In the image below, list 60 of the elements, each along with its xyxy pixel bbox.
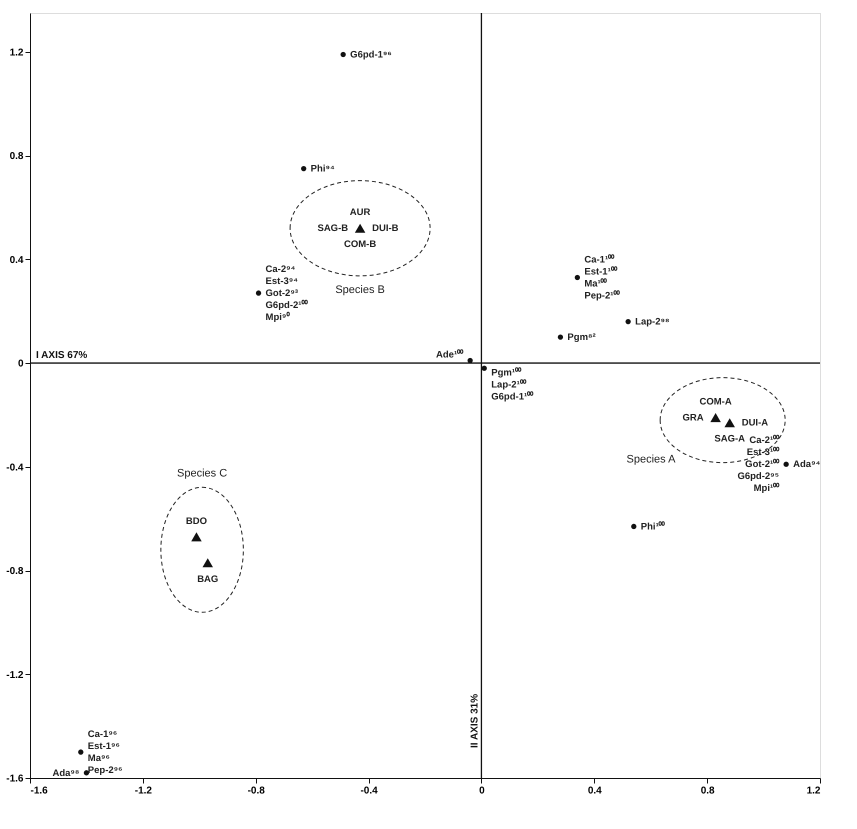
annotation: COM-A xyxy=(700,396,732,408)
annotation: Ca-2⁹⁴ xyxy=(266,264,296,276)
annotation: Lap-2¹⁰⁰ xyxy=(491,378,527,390)
annotation: Got-2⁹³ xyxy=(266,288,298,300)
annotation: BDO xyxy=(186,516,208,527)
y-tick-label: -1.2 xyxy=(6,670,24,681)
annotation: DUI-A xyxy=(742,418,768,429)
annotation: Species B xyxy=(335,284,385,296)
annotation: DUI-B xyxy=(372,223,399,234)
x-tick-label: -0.8 xyxy=(248,786,266,796)
annotation: Ma¹⁰⁰ xyxy=(584,278,608,290)
annotation: G6pd-2⁹⁵ xyxy=(737,471,780,482)
x-tick-label: 1.2 xyxy=(806,786,821,796)
annotation: Pgm⁸² xyxy=(567,332,596,344)
annotation: G6pd-1⁹⁶ xyxy=(350,49,392,60)
annotation: Est-3¹⁰⁰ xyxy=(746,446,780,458)
annotation: Ca-2¹⁰⁰ xyxy=(749,434,780,446)
annotation: G6pd-1¹⁰⁰ xyxy=(491,390,534,402)
annotation: COM-B xyxy=(344,239,376,250)
annotation: Ma⁹⁶ xyxy=(88,753,110,764)
annotation: Ada⁹⁸ xyxy=(52,768,80,779)
annotation: Est-3⁹⁴ xyxy=(266,276,298,288)
annotation: Phi¹⁰⁰ xyxy=(640,520,666,532)
annotation: Pep-2⁹⁶ xyxy=(88,765,123,776)
y-tick-label: -0.4 xyxy=(6,462,24,474)
annotation: Ca-1¹⁰⁰ xyxy=(584,254,616,266)
x-tick-label: 0.8 xyxy=(700,786,716,796)
y-tick-label: 0.4 xyxy=(10,254,24,266)
y-tick-label: -0.8 xyxy=(6,566,24,578)
annotation: Ada⁹⁴ xyxy=(793,459,821,470)
annotation: G6pd-2¹⁰⁰ xyxy=(266,299,308,312)
annotation: Species A xyxy=(626,454,676,466)
y-tick-label: 0 xyxy=(18,358,24,370)
annotation: BAG xyxy=(197,574,218,585)
annotation: Lap-2⁹⁸ xyxy=(635,316,670,328)
annotation: SAG-B xyxy=(317,223,348,234)
annotation: Species C xyxy=(177,467,228,480)
annotation: Phi⁹⁴ xyxy=(310,164,335,175)
annotation: Mpi⁹⁰ xyxy=(266,311,290,324)
annotation: Est-1⁹⁶ xyxy=(88,741,120,752)
annotation: SAG-A xyxy=(714,434,746,445)
annotation: Est-1¹⁰⁰ xyxy=(584,266,618,278)
y-tick-label: 1.2 xyxy=(10,47,24,58)
x-tick-label: -1.2 xyxy=(134,786,152,796)
y-tick-label: -1.6 xyxy=(6,774,24,784)
x-tick-label: 0 xyxy=(479,786,486,796)
y-tick-label: 0.8 xyxy=(10,151,24,162)
ref-line-label: II AXIS 31% xyxy=(469,694,480,748)
annotation: Pep-2¹⁰⁰ xyxy=(584,290,620,302)
annotation: Mpi¹⁰⁰ xyxy=(754,482,780,494)
annotation: Ade¹⁰⁰ xyxy=(436,348,464,360)
annotation: Ca-1⁹⁶ xyxy=(88,729,118,740)
annotation: Pgm¹⁰⁰ xyxy=(491,366,522,378)
annotation: GRA xyxy=(682,412,704,424)
x-tick-label: -0.4 xyxy=(360,786,378,796)
annotation: AUR xyxy=(350,207,371,218)
annotation: Got-2¹⁰⁰ xyxy=(745,458,780,470)
x-tick-label: 0.4 xyxy=(588,786,602,796)
ref-line-label: I AXIS 67% xyxy=(36,350,88,362)
x-tick-label: -1.6 xyxy=(30,786,48,796)
